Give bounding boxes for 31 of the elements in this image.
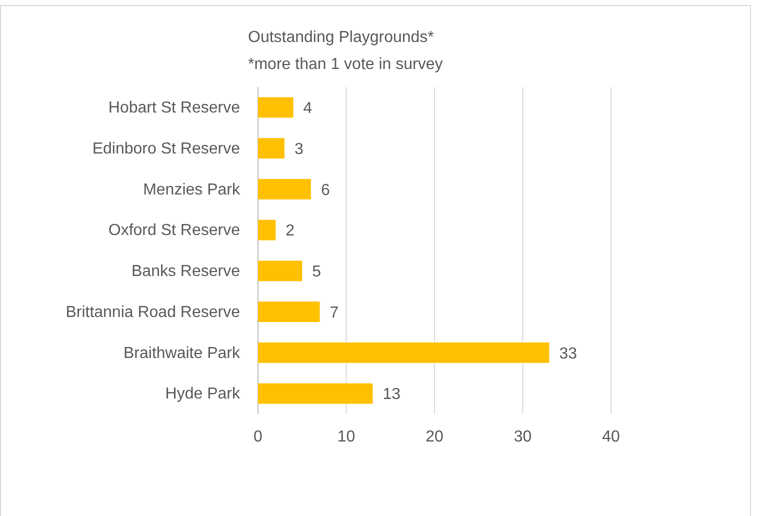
y-tick-label: Banks Reserve	[132, 263, 240, 280]
bar	[258, 260, 302, 282]
data-label: 5	[312, 264, 322, 281]
x-tick-label: 20	[426, 428, 444, 446]
y-tick-label: Oxford St Reserve	[108, 222, 240, 240]
bar	[258, 302, 320, 322]
x-tick-label: 40	[602, 428, 620, 446]
data-label: 7	[330, 304, 339, 322]
x-tick-label: 0	[254, 428, 263, 446]
y-tick-label: Braithwaite Park	[124, 344, 241, 362]
y-tick-label: Brittannia Road Reserve	[66, 304, 240, 321]
bar	[258, 97, 294, 118]
data-label: 6	[320, 182, 330, 199]
bar	[258, 138, 284, 159]
bar	[258, 220, 276, 240]
data-label: 2	[286, 222, 295, 240]
chart-subtitle: *more than 1 vote in survey	[248, 56, 443, 73]
data-label: 33	[559, 345, 578, 362]
data-label: 3	[294, 140, 304, 158]
y-tick-label: Edinboro St Reserve	[92, 140, 240, 158]
y-tick-label: Hobart St Reserve	[108, 100, 240, 117]
bar	[258, 178, 311, 200]
x-tick-label: 30	[514, 428, 532, 446]
x-tick-label: 10	[337, 428, 356, 446]
bar	[258, 383, 373, 404]
y-tick-label: Menzies Park	[143, 181, 241, 198]
bar	[258, 342, 550, 363]
y-tick-label: Hyde Park	[165, 386, 241, 403]
data-label: 13	[382, 386, 401, 404]
data-label: 4	[303, 100, 312, 118]
chart-title: Outstanding Playgrounds*	[248, 29, 434, 46]
